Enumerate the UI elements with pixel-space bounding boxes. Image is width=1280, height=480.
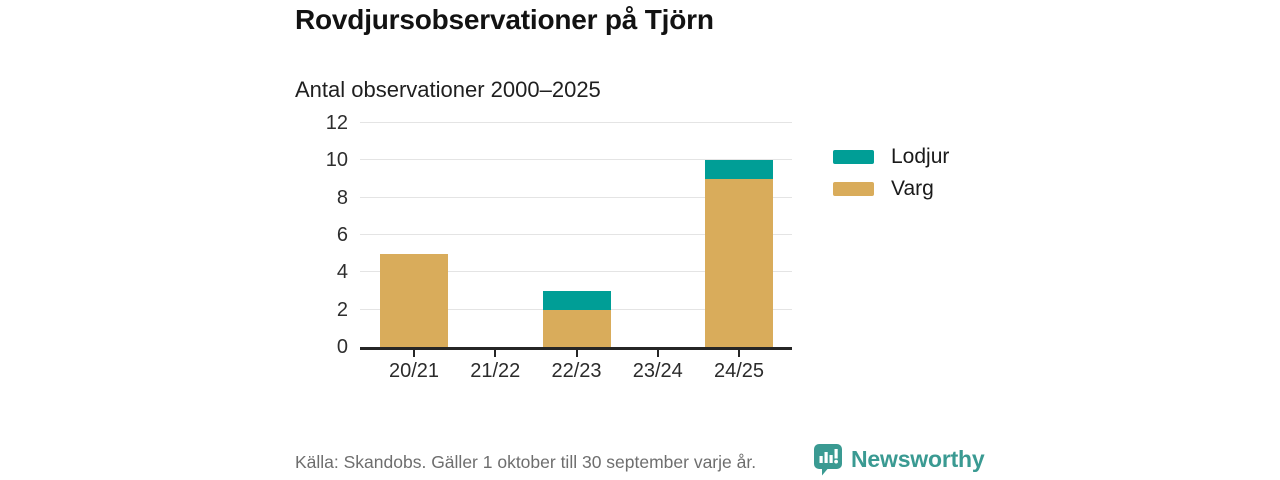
- brand-lockup: Newsworthy: [813, 443, 985, 476]
- plot-area: [360, 122, 792, 350]
- legend-swatch-varg: [833, 181, 874, 196]
- bar-lodjur-24-25: [705, 160, 773, 179]
- y-tick-label: 0: [336, 336, 348, 358]
- gridline-y-6: [360, 234, 792, 235]
- legend-swatch-lodjur: [833, 149, 874, 164]
- chart-subtitle: Antal observationer 2000–2025: [295, 77, 601, 102]
- y-tick-label: 10: [325, 149, 348, 172]
- chart-title: Rovdjursobservationer på Tjörn: [295, 4, 714, 35]
- gridline-y-12: [360, 122, 792, 123]
- legend-label: Lodjur: [891, 145, 950, 168]
- bar-lodjur-22-23: [542, 291, 611, 310]
- y-axis: 0 2 4 6 8 10 12: [260, 113, 348, 357]
- bar-varg-20-21: [380, 253, 448, 347]
- x-tick-label: 22/23: [551, 360, 602, 382]
- legend-item-lodjur: Lodjur: [833, 145, 949, 168]
- bar-varg-22-23: [542, 309, 611, 347]
- x-tick-label: 20/21: [388, 360, 440, 382]
- legend-item-varg: Varg: [833, 177, 949, 200]
- x-tick-label: 23/24: [632, 360, 683, 382]
- y-tick-label: 6: [336, 224, 348, 246]
- x-tick: [494, 350, 497, 357]
- newsworthy-logo-icon: [814, 444, 842, 476]
- y-tick-label: 4: [336, 261, 348, 284]
- x-tick: [738, 350, 740, 357]
- y-tick-label: 12: [325, 112, 348, 134]
- legend-label: Varg: [891, 177, 934, 200]
- x-tick-label: 21/22: [470, 360, 521, 382]
- y-tick-label: 8: [336, 186, 348, 209]
- gridline-y-8: [360, 196, 792, 198]
- legend: Lodjur Varg: [833, 145, 949, 209]
- gridline-y-10: [360, 159, 792, 161]
- bar-varg-24-25: [705, 179, 773, 347]
- x-tick: [413, 350, 415, 357]
- gridline-y-4: [360, 271, 792, 273]
- x-tick: [656, 350, 659, 357]
- source-note: Källa: Skandobs. Gäller 1 oktober till 3…: [295, 452, 757, 472]
- x-axis: 20/21 21/22 22/23 23/24 24/25: [360, 350, 792, 395]
- brand-name: Newsworthy: [851, 446, 985, 472]
- x-tick: [575, 350, 578, 357]
- x-tick-label: 24/25: [713, 360, 765, 382]
- y-tick-label: 2: [336, 298, 348, 321]
